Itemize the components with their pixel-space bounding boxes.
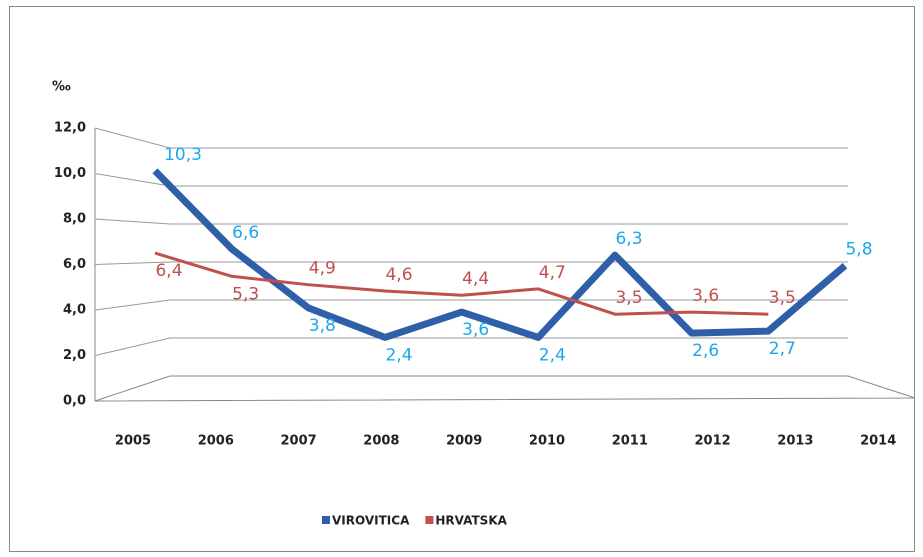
data-label: 3,8 bbox=[309, 316, 336, 336]
x-tick-label: 2012 bbox=[695, 434, 731, 449]
x-tick-label: 2013 bbox=[777, 434, 813, 449]
series-line bbox=[152, 168, 848, 341]
data-label: 6,4 bbox=[155, 261, 182, 281]
data-label: 4,9 bbox=[309, 259, 336, 279]
y-axis-label: ‰ bbox=[52, 80, 71, 95]
data-label: 2,4 bbox=[539, 345, 566, 365]
x-tick-label: 2008 bbox=[363, 434, 399, 449]
grid-line bbox=[94, 337, 848, 356]
data-label: 4,7 bbox=[539, 263, 566, 283]
legend-swatch bbox=[322, 516, 330, 524]
data-label: 3,6 bbox=[692, 286, 719, 306]
x-tick-label: 2005 bbox=[115, 434, 151, 449]
data-label: 6,3 bbox=[615, 229, 642, 249]
y-tick-label: 6,0 bbox=[63, 257, 86, 272]
legend-label: VIROVITICA bbox=[332, 514, 410, 528]
x-tick-label: 2011 bbox=[612, 434, 648, 449]
x-tick-label: 2009 bbox=[446, 434, 482, 449]
data-label: 4,6 bbox=[385, 265, 412, 285]
x-tick-label: 2006 bbox=[198, 434, 234, 449]
y-tick-label: 0,0 bbox=[63, 394, 86, 409]
grid-line bbox=[94, 127, 848, 149]
data-label: 2,4 bbox=[385, 345, 412, 365]
y-tick-label: 2,0 bbox=[63, 348, 86, 363]
y-tick-label: 10,0 bbox=[54, 166, 86, 181]
data-label: 2,6 bbox=[692, 341, 719, 361]
x-tick-label: 2014 bbox=[860, 434, 896, 449]
y-tick-label: 8,0 bbox=[63, 212, 86, 227]
series-line bbox=[154, 251, 769, 316]
data-label: 5,3 bbox=[232, 284, 259, 304]
y-tick-label: 4,0 bbox=[63, 303, 86, 318]
floor bbox=[94, 375, 916, 402]
x-tick-label: 2007 bbox=[281, 434, 317, 449]
data-label: 4,4 bbox=[462, 269, 489, 289]
data-label: 3,6 bbox=[462, 320, 489, 340]
data-label: 6,6 bbox=[232, 223, 259, 243]
grid-line bbox=[94, 218, 848, 225]
legend-label: HRVATSKA bbox=[435, 514, 507, 528]
y-tick-label: 12,0 bbox=[54, 121, 86, 136]
data-label: 5,8 bbox=[845, 240, 872, 260]
grid-line bbox=[94, 299, 848, 311]
x-tick-label: 2010 bbox=[529, 434, 565, 449]
data-label: 10,3 bbox=[164, 145, 202, 165]
data-label: 3,5 bbox=[615, 288, 642, 308]
chart-frame bbox=[9, 6, 915, 552]
data-label: 2,7 bbox=[769, 339, 796, 359]
legend-swatch bbox=[425, 516, 434, 524]
data-label: 3,5 bbox=[769, 288, 796, 308]
